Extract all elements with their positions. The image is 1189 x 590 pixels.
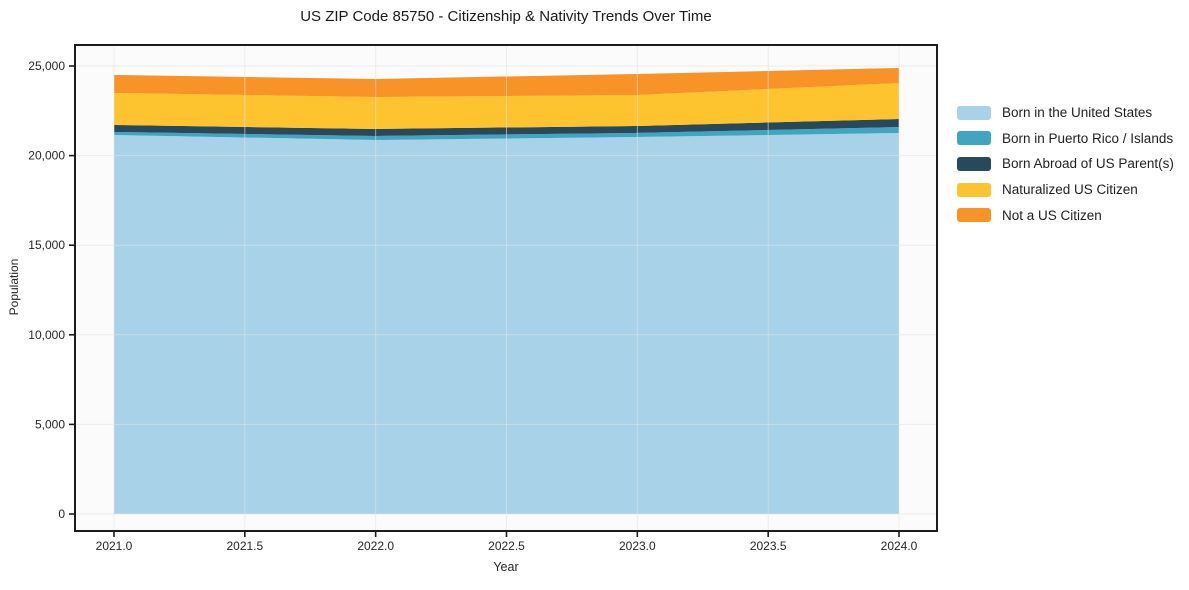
x-tick-label: 2022.0 [357,539,394,553]
legend-item-2: Born Abroad of US Parent(s) [957,151,1174,177]
y-tick-label: 25,000 [28,59,65,73]
legend-label: Born in the United States [1002,105,1153,121]
legend-label: Not a US Citizen [1002,207,1102,223]
x-tick-label: 2021.0 [96,539,133,553]
y-tick-label: 10,000 [28,328,65,342]
legend-item-1: Born in Puerto Rico / Islands [957,126,1174,152]
legend: Born in the United States Born in Puerto … [957,100,1174,228]
x-tick-label: 2021.5 [226,539,263,553]
y-tick-label: 0 [58,507,65,521]
legend-swatch-icon [957,131,991,146]
x-tick-label: 2023.5 [750,539,787,553]
legend-item-0: Born in the United States [957,100,1174,126]
y-tick-label: 20,000 [28,149,65,163]
y-tick-label: 5,000 [35,417,65,431]
x-tick-label: 2022.5 [488,539,525,553]
x-tick-label: 2023.0 [619,539,656,553]
legend-item-3: Naturalized US Citizen [957,177,1174,203]
legend-item-4: Not a US Citizen [957,202,1174,228]
chart-title: US ZIP Code 85750 - Citizenship & Nativi… [300,8,712,25]
legend-swatch-icon [957,208,991,223]
area-series-1 [114,127,899,141]
legend-label: Born Abroad of US Parent(s) [1002,156,1174,172]
legend-swatch-icon [957,182,991,197]
y-tick-label: 15,000 [28,238,65,252]
legend-label: Born in Puerto Rico / Islands [1002,130,1174,146]
legend-swatch-icon [957,105,991,120]
x-axis-label: Year [493,560,519,574]
legend-label: Naturalized US Citizen [1002,182,1138,198]
legend-swatch-icon [957,156,991,171]
x-tick-label: 2024.0 [881,539,918,553]
y-axis-label: Population [7,258,21,316]
